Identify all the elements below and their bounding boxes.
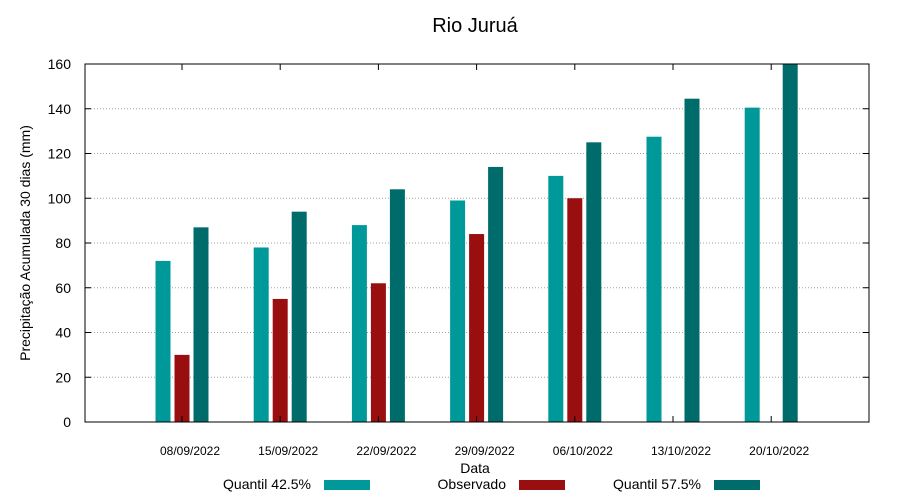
- y-tick-label: 120: [48, 146, 72, 162]
- bar: [450, 200, 466, 422]
- x-tick-label: 08/09/2022: [160, 444, 220, 458]
- bar: [782, 64, 798, 422]
- legend-swatch: [519, 480, 565, 490]
- x-tick-label: 22/09/2022: [356, 444, 416, 458]
- bar: [488, 166, 504, 422]
- legend-label: Observado: [438, 476, 507, 492]
- x-axis: 08/09/2022 15/09/2022 22/09/2022 29/09/2022…: [160, 64, 810, 458]
- bar: [351, 225, 367, 422]
- y-tick-label: 100: [48, 190, 72, 206]
- bar: [567, 198, 583, 422]
- bar: [193, 227, 209, 422]
- y-tick-label: 60: [55, 280, 71, 296]
- bar: [646, 136, 662, 422]
- legend: Quantil 42.5% Observado Quantil 57.5%: [223, 476, 760, 492]
- bars: [155, 64, 798, 423]
- x-tick-label: 15/09/2022: [258, 444, 318, 458]
- legend-swatch: [324, 480, 370, 490]
- legend-label: Quantil 57.5%: [613, 476, 701, 492]
- bar: [389, 189, 405, 422]
- legend-swatch: [714, 480, 760, 490]
- y-tick-label: 80: [55, 235, 71, 251]
- bar: [253, 247, 269, 422]
- y-tick-label: 160: [48, 56, 72, 72]
- y-tick-label: 0: [63, 414, 71, 430]
- y-tick-label: 40: [55, 325, 71, 341]
- bar: [744, 107, 760, 422]
- y-tick-label: 20: [55, 369, 71, 385]
- bar: [155, 260, 171, 422]
- legend-label: Quantil 42.5%: [223, 476, 311, 492]
- bar: [370, 283, 386, 422]
- x-tick-label: 29/09/2022: [455, 444, 515, 458]
- bar: [174, 354, 190, 422]
- x-tick-label: 06/10/2022: [553, 444, 613, 458]
- bar: [548, 175, 564, 422]
- bar: [272, 298, 288, 422]
- x-tick-label: 13/10/2022: [651, 444, 711, 458]
- x-axis-label: Data: [460, 460, 490, 476]
- chart-title: Rio Juruá: [432, 15, 518, 37]
- bar: [291, 211, 307, 422]
- y-axis-label: Precipitação Acumulada 30 dias (mm): [17, 125, 33, 361]
- bar: [684, 98, 700, 423]
- bar: [469, 234, 485, 422]
- y-axis: 0 20 40 60 80 100 120 140 160: [48, 56, 869, 430]
- x-tick-label: 20/10/2022: [749, 444, 809, 458]
- y-tick-label: 140: [48, 101, 72, 117]
- bar: [586, 142, 602, 422]
